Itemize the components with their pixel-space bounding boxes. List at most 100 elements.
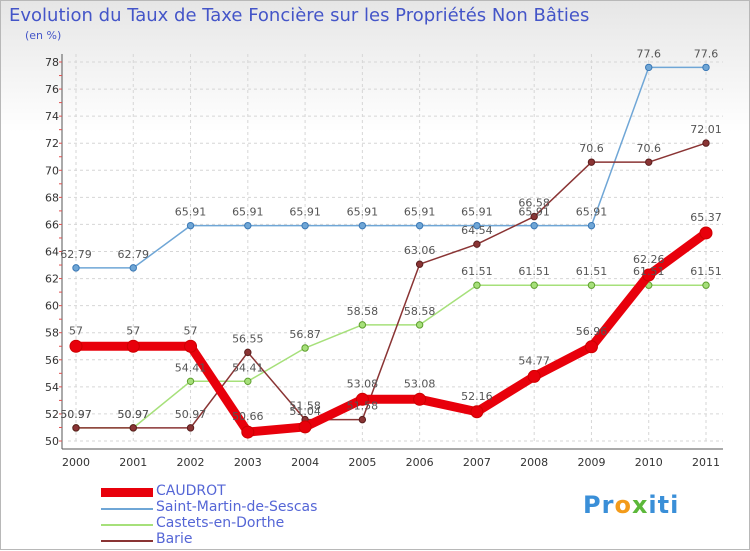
data-point-caudrot (184, 339, 198, 353)
data-label-castets-en-dorthe: 58.58 (404, 305, 436, 318)
data-label-saint-martin-de-sescas: 65.91 (576, 206, 608, 219)
y-tick-label: 72 (45, 137, 59, 150)
data-point-barie (129, 424, 137, 432)
x-tick-label: 2010 (635, 456, 663, 469)
data-point-saint-martin-de-sescas (301, 221, 309, 230)
data-label-castets-en-dorthe: 54.41 (175, 361, 207, 374)
data-point-saint-martin-de-sescas (530, 221, 538, 230)
data-point-castets-en-dorthe (415, 321, 424, 329)
data-label-caudrot: 62.26 (633, 253, 665, 266)
x-tick-label: 2005 (348, 456, 376, 469)
data-point-saint-martin-de-sescas (702, 63, 710, 72)
data-label-barie: 56.55 (232, 332, 264, 345)
data-point-castets-en-dorthe (244, 377, 252, 386)
data-point-saint-martin-de-sescas (473, 221, 481, 230)
legend-label-caudrot: CAUDROT (156, 483, 226, 499)
data-point-castets-en-dorthe (702, 281, 710, 289)
data-point-caudrot (126, 339, 140, 353)
data-label-caudrot: 53.08 (347, 377, 379, 390)
y-tick-label: 74 (45, 110, 59, 123)
y-tick-label: 54 (45, 381, 59, 394)
grid (68, 54, 723, 442)
data-label-saint-martin-de-sescas: 77.6 (694, 47, 719, 60)
x-tick-label: 2003 (234, 456, 262, 469)
y-tick-label: 50 (45, 435, 59, 448)
data-label-barie: 63.06 (404, 244, 436, 257)
data-point-barie (530, 212, 538, 221)
data-label-castets-en-dorthe: 61.51 (576, 265, 608, 278)
legend-swatch-caudrot (101, 488, 153, 497)
data-point-saint-martin-de-sescas (72, 264, 80, 272)
data-label-castets-en-dorthe: 61.51 (461, 265, 493, 278)
data-label-barie: 64.54 (461, 224, 493, 237)
data-label-barie: 50.97 (60, 408, 92, 421)
data-label-saint-martin-de-sescas: 65.91 (232, 206, 264, 219)
data-label-saint-martin-de-sescas: 65.91 (461, 206, 493, 219)
data-label-barie: 66.58 (518, 197, 550, 210)
axes: 50 52 54 56 58 60 62 64 66 68 70 72 74 76 78 2000 2001 20… (45, 54, 723, 469)
series-line-barie (76, 142, 707, 429)
y-tick-label: 62 (45, 273, 59, 286)
data-label-saint-martin-de-sescas: 62.79 (60, 248, 92, 261)
data-label-caudrot: 52.16 (461, 390, 493, 403)
data-point-castets-en-dorthe (530, 281, 538, 289)
data-label-barie: 50.97 (118, 408, 150, 421)
data-label-saint-martin-de-sescas: 77.6 (636, 47, 661, 60)
data-label-saint-martin-de-sescas: 65.91 (347, 206, 379, 219)
data-label-caudrot: 56.96 (576, 325, 608, 338)
data-point-castets-en-dorthe (358, 321, 367, 329)
legend-swatch-castets-en-dorthe (101, 524, 153, 526)
y-tick-label: 70 (45, 164, 59, 177)
series-lines (69, 63, 713, 439)
chart-title: Evolution du Taux de Taxe Foncière sur l… (9, 5, 590, 26)
data-label-barie: 51.58 (289, 400, 321, 413)
data-point-barie (645, 158, 653, 166)
y-tick-label: 60 (45, 300, 59, 313)
data-point-caudrot (355, 392, 369, 406)
data-label-castets-en-dorthe: 61.51 (518, 265, 550, 278)
x-tick-label: 2007 (463, 456, 491, 469)
data-point-caudrot (642, 268, 656, 282)
data-label-castets-en-dorthe: 54.41 (232, 361, 264, 374)
data-label-castets-en-dorthe: 61.51 (690, 265, 722, 278)
y-tick-label: 64 (45, 246, 59, 259)
data-label-caudrot: 54.77 (518, 354, 550, 367)
data-point-caudrot (699, 226, 713, 240)
data-label-caudrot: 57 (184, 324, 198, 337)
x-tick-label: 2004 (291, 456, 319, 469)
data-point-saint-martin-de-sescas (358, 221, 367, 230)
data-point-castets-en-dorthe (587, 281, 596, 289)
data-point-caudrot (413, 392, 427, 406)
data-point-barie (186, 424, 195, 432)
y-tick-label: 58 (45, 327, 59, 340)
x-tick-label: 2002 (177, 456, 205, 469)
legend-label-castets-en-dorthe: Castets-en-Dorthe (156, 515, 285, 531)
y-axis-unit-label: (en %) (25, 29, 62, 42)
x-tick-label: 2006 (406, 456, 434, 469)
data-label-saint-martin-de-sescas: 65.91 (518, 206, 550, 219)
data-point-barie (244, 348, 252, 357)
data-label-barie: 50.97 (175, 408, 207, 421)
legend-swatch-barie (101, 540, 153, 542)
data-point-castets-en-dorthe (186, 377, 195, 386)
data-point-barie (702, 139, 710, 147)
data-point-saint-martin-de-sescas (244, 221, 252, 230)
series-line-castets-en-dorthe (76, 284, 706, 429)
x-tick-label: 2001 (119, 456, 147, 469)
data-point-saint-martin-de-sescas (186, 221, 195, 230)
series-line-caudrot (76, 229, 709, 437)
data-point-castets-en-dorthe (301, 344, 309, 352)
data-point-saint-martin-de-sescas (587, 221, 596, 230)
data-label-caudrot: 50.66 (232, 410, 264, 423)
data-point-barie (358, 415, 367, 424)
data-point-caudrot (527, 369, 541, 383)
y-tick-label: 78 (45, 56, 59, 69)
data-point-castets-en-dorthe (473, 281, 481, 289)
data-label-saint-martin-de-sescas: 65.91 (404, 206, 436, 219)
legend-label-barie: Barie (156, 531, 193, 547)
series-line-saint-martin-de-sescas (76, 66, 706, 269)
data-labels: 62.79 62.79 65.91 65.91 65.91 65.91 65.91 65.91… (60, 47, 722, 423)
data-point-caudrot (298, 420, 312, 434)
